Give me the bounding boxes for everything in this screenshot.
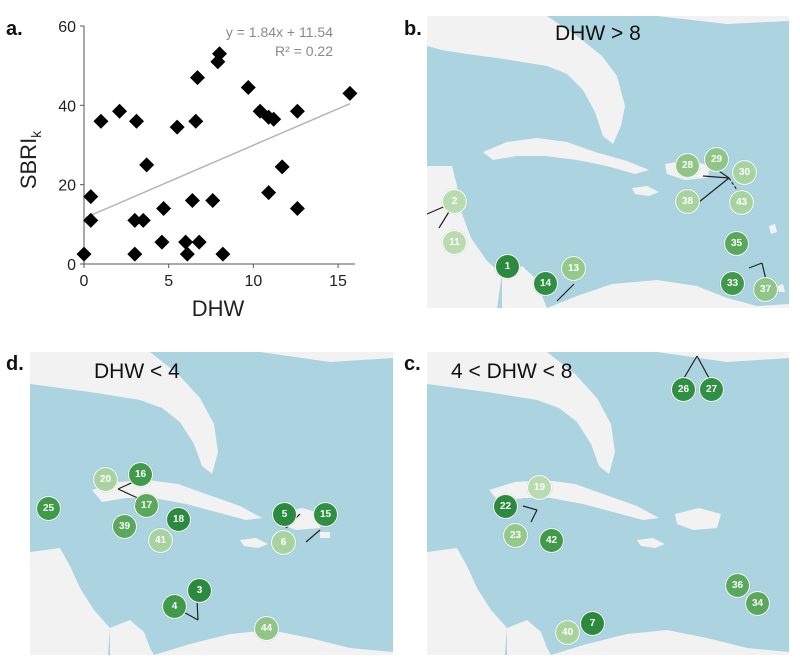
site-connectors-d (117, 479, 321, 621)
site-marker: 19 (527, 475, 552, 500)
site-marker: 16 (128, 462, 153, 487)
site-marker: 22 (493, 494, 518, 519)
site-marker: 5 (272, 502, 297, 527)
scatter-ticks: 0 5 10 15 0 20 40 60 (58, 19, 347, 290)
site-marker: 30 (732, 160, 757, 185)
data-point (83, 212, 99, 228)
map-panel-c: 4 < DHW < 8 26 27 19 22 23 42 36 34 40 7 (427, 352, 789, 655)
x-tick-label: 15 (329, 273, 347, 290)
y-axis-label-subscript: k (28, 130, 44, 138)
site-marker: 26 (671, 377, 696, 402)
data-point (83, 189, 99, 205)
site-marker: 1 (495, 254, 520, 279)
panel-label-a: a. (6, 18, 23, 40)
site-marker: 28 (675, 153, 700, 178)
data-point (135, 212, 151, 228)
data-point (266, 111, 282, 127)
site-marker: 6 (271, 530, 296, 555)
y-tick-label: 20 (58, 178, 76, 195)
data-point (93, 113, 109, 129)
data-point (112, 103, 128, 119)
data-point (188, 113, 204, 129)
data-point (240, 79, 256, 95)
site-marker: 3 (187, 578, 212, 603)
site-marker: 33 (720, 271, 745, 296)
site-marker: 27 (699, 377, 724, 402)
site-marker: 18 (166, 507, 191, 532)
data-point (179, 246, 195, 262)
site-marker: 38 (675, 189, 700, 214)
site-marker: 7 (580, 611, 605, 636)
r-squared: R² = 0.22 (275, 43, 333, 59)
x-tick-label: 5 (164, 273, 173, 290)
data-point (189, 70, 205, 86)
site-marker: 43 (729, 190, 754, 215)
data-point (139, 157, 155, 173)
site-marker: 34 (745, 591, 770, 616)
site-marker: 42 (539, 528, 564, 553)
y-tick-label: 60 (58, 19, 76, 36)
data-point (289, 200, 305, 216)
data-point (215, 246, 231, 262)
site-marker: 39 (112, 514, 137, 539)
data-point (154, 234, 170, 250)
data-point (205, 193, 221, 209)
data-point (76, 246, 92, 262)
data-point (184, 193, 200, 209)
scatter-plot: 0 5 10 15 0 20 40 60 y = 1.84x + 11.54 R² = 0.2… (16, 19, 358, 321)
site-marker: 11 (442, 230, 467, 255)
map-panel-d: DHW < 4 16 20 17 25 39 41 18 5 15 6 3 4 … (30, 352, 393, 655)
site-connectors-c (522, 355, 710, 523)
site-marker: 37 (753, 277, 778, 302)
site-marker: 23 (503, 523, 528, 548)
site-marker: 40 (555, 620, 580, 645)
x-axis-label: DHW (192, 296, 245, 321)
site-connectors-b (427, 170, 768, 302)
site-marker: 35 (724, 231, 749, 256)
data-point (129, 113, 145, 129)
site-marker: 13 (561, 256, 586, 281)
data-point (289, 103, 305, 119)
data-point (127, 212, 143, 228)
site-marker: 17 (134, 493, 159, 518)
site-marker: 36 (725, 573, 750, 598)
map-panel-b: DHW > 8 2 11 1 14 13 28 29 30 38 43 35 3… (427, 16, 789, 308)
y-axis-label-main: SBRI (16, 138, 41, 189)
data-point (191, 234, 207, 250)
data-point (261, 185, 277, 201)
site-marker: 2 (442, 189, 467, 214)
site-marker: 41 (148, 528, 173, 553)
site-marker: 15 (313, 502, 338, 527)
panel-label-d: d. (6, 353, 24, 375)
land-shapes (427, 352, 789, 655)
data-points (76, 46, 358, 262)
trend-line (83, 102, 351, 219)
y-axis-label: SBRIk (16, 130, 44, 189)
x-tick-label: 0 (80, 273, 89, 290)
site-marker: 44 (254, 616, 279, 641)
site-marker: 20 (93, 467, 118, 492)
x-tick-label: 10 (244, 273, 262, 290)
map-title-c: 4 < DHW < 8 (451, 360, 573, 383)
data-point (156, 200, 172, 216)
data-point (169, 119, 185, 135)
site-marker: 25 (36, 496, 61, 521)
site-marker: 14 (533, 271, 558, 296)
panel-label-c: c. (404, 353, 421, 375)
scatter-axes (83, 26, 355, 265)
data-point (212, 46, 227, 62)
data-point (127, 246, 143, 262)
panel-label-b: b. (404, 18, 422, 40)
site-marker: 4 (162, 594, 187, 619)
y-tick-label: 0 (67, 257, 76, 274)
y-tick-label: 40 (58, 98, 76, 115)
site-marker: 29 (704, 147, 729, 172)
data-point (342, 85, 358, 101)
data-point (274, 159, 290, 175)
data-point (178, 234, 194, 250)
map-title-b: DHW > 8 (555, 22, 641, 45)
regression-equation: y = 1.84x + 11.54 (226, 24, 333, 40)
map-title-d: DHW < 4 (94, 360, 180, 383)
